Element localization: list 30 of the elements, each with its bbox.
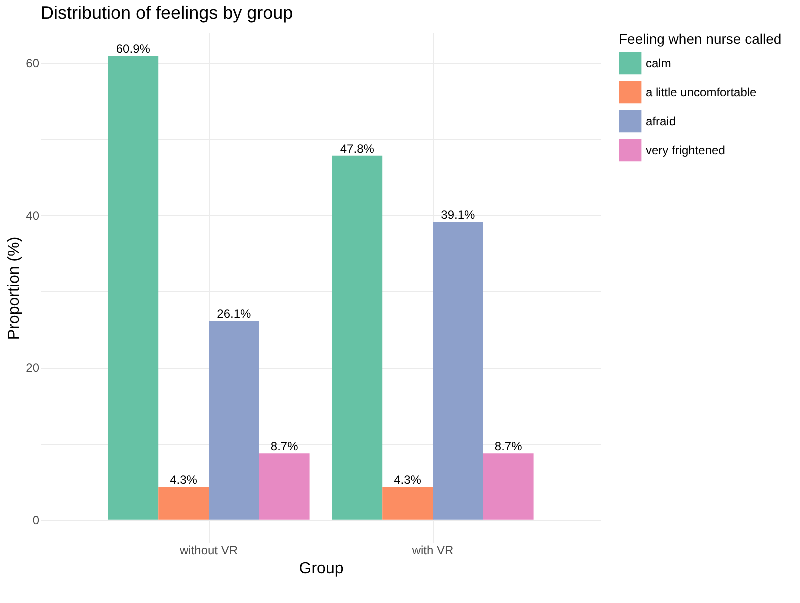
bar (259, 454, 310, 520)
y-tick-label: 40 (26, 208, 40, 223)
bar (158, 487, 209, 520)
legend-label: afraid (646, 114, 676, 128)
data-label: 8.7% (494, 440, 523, 454)
legend-title: Feeling when nurse called (619, 31, 782, 47)
bar (483, 454, 534, 520)
y-axis-title: Proportion (%) (6, 236, 24, 340)
bar (209, 321, 260, 520)
y-tick-label: 0 (32, 513, 40, 528)
data-label: 47.8% (340, 142, 375, 156)
legend-label: calm (646, 56, 672, 70)
legend-label: a little uncomfortable (646, 86, 758, 100)
x-axis-title: Group (299, 560, 344, 578)
y-tick-label: 60 (26, 56, 40, 71)
data-label: 39.1% (441, 208, 476, 222)
data-label: 8.7% (270, 440, 299, 454)
y-tick-label: 20 (26, 361, 40, 376)
bar (382, 487, 433, 520)
data-label: 4.3% (170, 473, 198, 488)
x-tick-label: without VR (178, 544, 238, 558)
data-label: 60.9% (116, 42, 151, 56)
data-label: 26.1% (217, 307, 252, 322)
bar (108, 56, 159, 520)
data-label: 4.3% (394, 473, 422, 488)
legend-label: very frightened (646, 144, 726, 158)
x-tick-label: with VR (411, 544, 454, 558)
bar (433, 222, 484, 520)
bar (332, 156, 383, 520)
chart-title: Distribution of feelings by group (41, 3, 294, 23)
